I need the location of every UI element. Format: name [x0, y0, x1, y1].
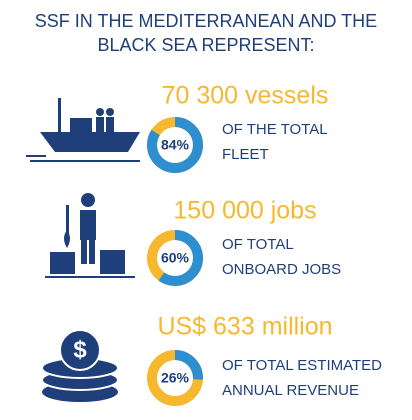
description: FLEET: [222, 146, 269, 163]
coins-icon: $: [41, 329, 119, 402]
donut-label: 84%: [161, 137, 190, 153]
description: ONBOARD JOBS: [222, 261, 341, 278]
donut-segment: [147, 230, 203, 286]
title-line: SSF IN THE MEDITERRANEAN AND THE: [35, 11, 377, 31]
description: OF TOTAL ESTIMATED: [222, 357, 382, 374]
headline: 150 000 jobs: [173, 197, 316, 225]
donut-segment: [147, 350, 203, 406]
svg-text:$: $: [73, 336, 87, 363]
description: ANNUAL REVENUE: [222, 382, 359, 399]
description: OF TOTAL: [222, 236, 294, 253]
description: OF THE TOTAL: [222, 121, 328, 138]
donut-label: 60%: [161, 250, 190, 266]
donut-segment: [147, 117, 203, 173]
headline: 70 300 vessels: [162, 82, 329, 110]
donut-label: 26%: [161, 370, 190, 386]
boat-icon: [26, 98, 140, 162]
title-line: BLACK SEA REPRESENT:: [97, 35, 314, 55]
headline: US$ 633 million: [157, 313, 332, 341]
fisherman-icon: [45, 193, 135, 278]
